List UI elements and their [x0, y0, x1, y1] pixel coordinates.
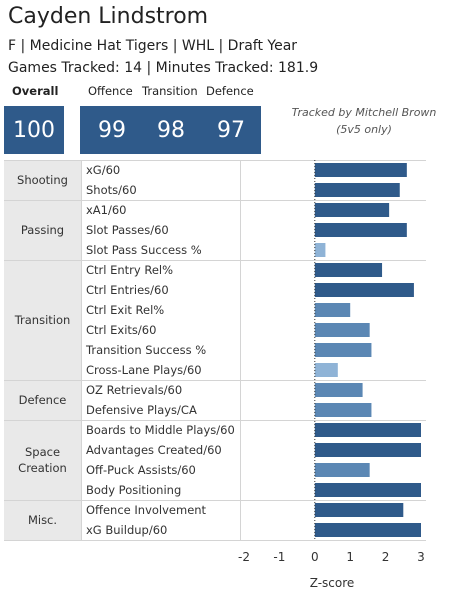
- metric-label-off-puck-assists-60: Off-Puck Assists/60: [86, 463, 196, 477]
- metric-label-oz-retrievals-60: OZ Retrievals/60: [86, 383, 183, 397]
- metric-label-ctrl-exit-rel: Ctrl Exit Rel%: [86, 303, 165, 317]
- metric-label-ctrl-entry-rel: Ctrl Entry Rel%: [86, 263, 174, 277]
- bar-ctrl-entry-rel: [314, 263, 383, 277]
- overall-score: 100: [13, 118, 55, 143]
- category-divider: [81, 160, 82, 540]
- bar-xg-60: [314, 163, 407, 177]
- bar-off-puck-assists-60: [314, 463, 370, 477]
- category-label-shooting: Shooting: [17, 173, 68, 187]
- table-top-border: [4, 160, 426, 161]
- bar-boards-to-middle-plays-60: [314, 423, 421, 437]
- metric-label-ctrl-exits-60: Ctrl Exits/60: [86, 323, 157, 337]
- bar-oz-retrievals-60: [314, 383, 363, 397]
- metric-label-cross-lane-plays-60: Cross-Lane Plays/60: [86, 363, 202, 377]
- category-cell-transition: [4, 261, 81, 380]
- bar-xg-buildup-60: [314, 523, 421, 537]
- bar-xa1-60: [314, 203, 390, 217]
- bar-defensive-plays-ca: [314, 403, 372, 417]
- bar-ctrl-entries-60: [314, 283, 414, 297]
- category-scores-box: [80, 106, 261, 154]
- metric-label-ctrl-entries-60: Ctrl Entries/60: [86, 283, 169, 297]
- x-axis-title: Z-score: [309, 576, 355, 590]
- player-subtitle: F | Medicine Hat Tigers | WHL | Draft Ye…: [8, 38, 298, 54]
- x-tick-label-0: 0: [310, 550, 319, 564]
- transition-score: 98: [157, 118, 185, 143]
- games-minutes-tracked: Games Tracked: 14 | Minutes Tracked: 181…: [8, 60, 319, 76]
- x-tick-label-1: 1: [346, 550, 354, 564]
- group-divider-passing: [4, 260, 426, 261]
- metric-label-boards-to-middle-plays-60: Boards to Middle Plays/60: [86, 423, 235, 437]
- defence-label: Defence: [206, 84, 254, 98]
- category-label-passing: Passing: [20, 223, 65, 237]
- plot-divider: [240, 160, 241, 540]
- x-tick-label-3: 3: [417, 550, 425, 564]
- category-cell-misc: [4, 501, 81, 540]
- category-label-transition: Transition: [14, 313, 71, 327]
- category-label-space-creation: Space Creation: [18, 445, 67, 475]
- category-cell-passing: [4, 201, 81, 260]
- bar-ctrl-exits-60: [314, 323, 370, 337]
- group-divider-space-creation: [4, 500, 426, 501]
- metric-label-xa1-60: xA1/60: [86, 203, 127, 217]
- x-tick-label-neg1: -1: [273, 550, 286, 564]
- bar-advantages-created-60: [314, 443, 421, 457]
- defence-score: 97: [217, 118, 245, 143]
- bar-slot-passes-60: [314, 223, 407, 237]
- player-name: Cayden Lindstrom: [8, 4, 209, 29]
- transition-label: Transition: [142, 84, 198, 98]
- bar-body-positioning: [314, 483, 421, 497]
- metric-label-body-positioning: Body Positioning: [86, 483, 182, 497]
- bar-ctrl-exit-rel: [314, 303, 351, 317]
- metric-label-advantages-created-60: Advantages Created/60: [86, 443, 222, 457]
- offence-label: Offence: [88, 84, 133, 98]
- offence-score: 99: [98, 118, 126, 143]
- metric-label-offence-involvement: Offence Involvement: [86, 503, 207, 517]
- metric-label-xg-60: xG/60: [86, 163, 121, 177]
- bar-shots-60: [314, 183, 400, 197]
- metric-label-defensive-plays-ca: Defensive Plays/CA: [86, 403, 197, 417]
- category-label-misc: Misc.: [27, 513, 58, 527]
- metric-label-shots-60: Shots/60: [86, 183, 137, 197]
- tracked-by-line2: (5v5 only): [336, 123, 392, 136]
- overall-score-box: [4, 106, 64, 154]
- metric-label-slot-pass-success: Slot Pass Success %: [86, 243, 202, 257]
- x-tick-label-2: 2: [381, 550, 390, 564]
- category-cell-shooting: [4, 161, 81, 200]
- x-tick-label-neg2: -2: [238, 550, 250, 564]
- group-divider-shooting: [4, 200, 426, 201]
- overall-label: Overall: [12, 84, 59, 98]
- bar-cross-lane-plays-60: [314, 363, 338, 377]
- bar-slot-pass-success: [314, 243, 326, 257]
- metric-label-slot-passes-60: Slot Passes/60: [86, 223, 169, 237]
- category-cell-defence: [4, 381, 81, 420]
- metric-label-transition-success: Transition Success %: [86, 343, 207, 357]
- metric-label-xg-buildup-60: xG Buildup/60: [86, 523, 168, 537]
- group-divider-transition: [4, 380, 426, 381]
- group-divider-misc: [4, 540, 426, 541]
- category-label-defence: Defence: [18, 393, 67, 407]
- group-divider-defence: [4, 420, 426, 421]
- bar-offence-involvement: [314, 503, 404, 517]
- tracked-by-line1: Tracked by Mitchell Brown: [291, 106, 437, 119]
- bar-transition-success: [314, 343, 372, 357]
- category-cell-space-creation: [4, 421, 81, 500]
